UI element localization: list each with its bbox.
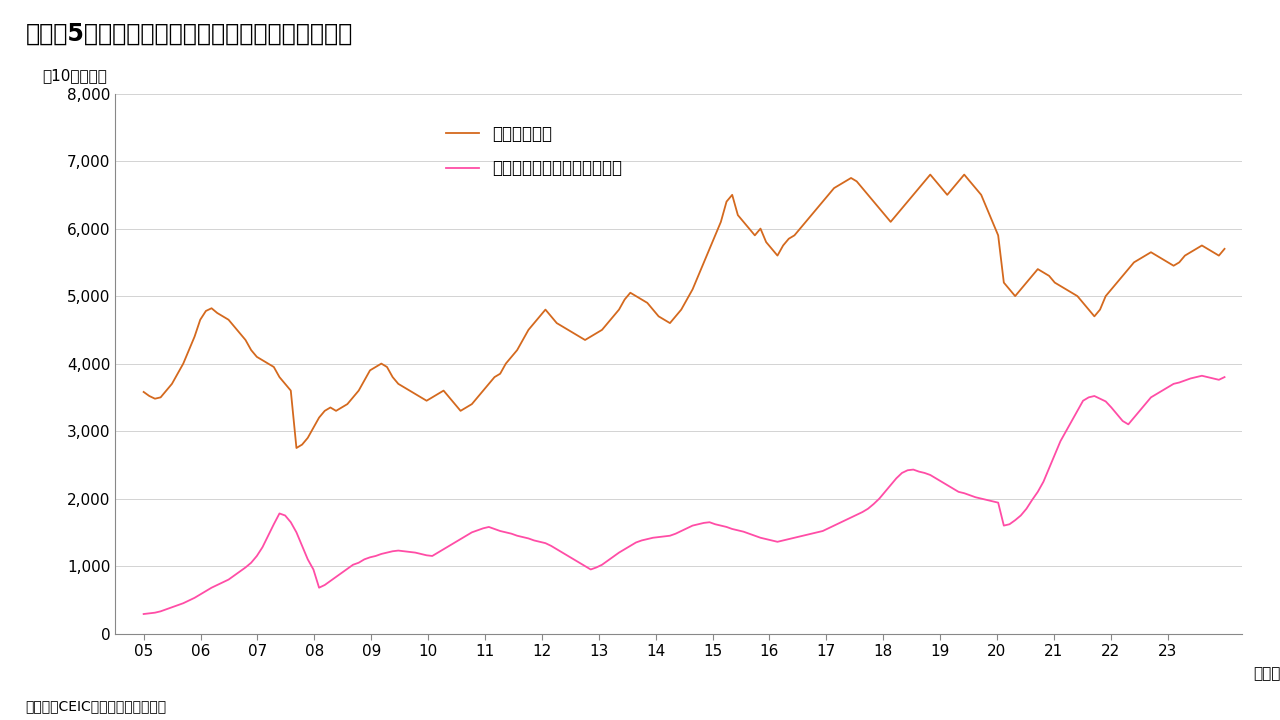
Legend: 東証時価総額, ムンバイ株式市場の時価総額: 東証時価総額, ムンバイ株式市場の時価総額	[439, 118, 628, 184]
ムンバイ株式市場の時価総額	[753, 534, 768, 542]
Text: （10億ドル）: （10億ドル）	[42, 68, 106, 83]
ムンバイ株式市場の時価総額	[680, 524, 695, 533]
ムンバイ株式市場の時価総額	[266, 520, 282, 528]
東証時価総額	[136, 387, 151, 396]
東証時価総額	[685, 285, 700, 294]
Line: ムンバイ株式市場の時価総額: ムンバイ株式市場の時価総額	[143, 376, 1225, 614]
ムンバイ株式市場の時価総額	[1217, 373, 1233, 382]
Text: （年）: （年）	[1253, 666, 1280, 681]
東証時価総額	[289, 444, 305, 452]
東証時価総額	[759, 238, 774, 246]
東証時価総額	[1217, 245, 1233, 253]
ムンバイ株式市場の時価総額	[815, 527, 831, 536]
Text: （図表5）ムンバイ株式市場・東証の時価総額推移: （図表5）ムンバイ株式市場・東証の時価総額推移	[26, 22, 353, 45]
ムンバイ株式市場の時価総額	[1194, 372, 1210, 380]
東証時価総額	[923, 170, 938, 179]
東証時価総額	[577, 336, 593, 344]
Text: （出所）CEICよりインベスコ作成: （出所）CEICよりインベスコ作成	[26, 699, 166, 713]
ムンバイ株式市場の時価総額	[136, 610, 151, 618]
Line: 東証時価総額: 東証時価総額	[143, 174, 1225, 448]
ムンバイ株式市場の時価総額	[582, 565, 598, 574]
東証時価総額	[589, 329, 604, 338]
東証時価総額	[820, 191, 836, 199]
ムンバイ株式市場の時価総額	[572, 559, 588, 567]
東証時価総額	[266, 363, 282, 372]
